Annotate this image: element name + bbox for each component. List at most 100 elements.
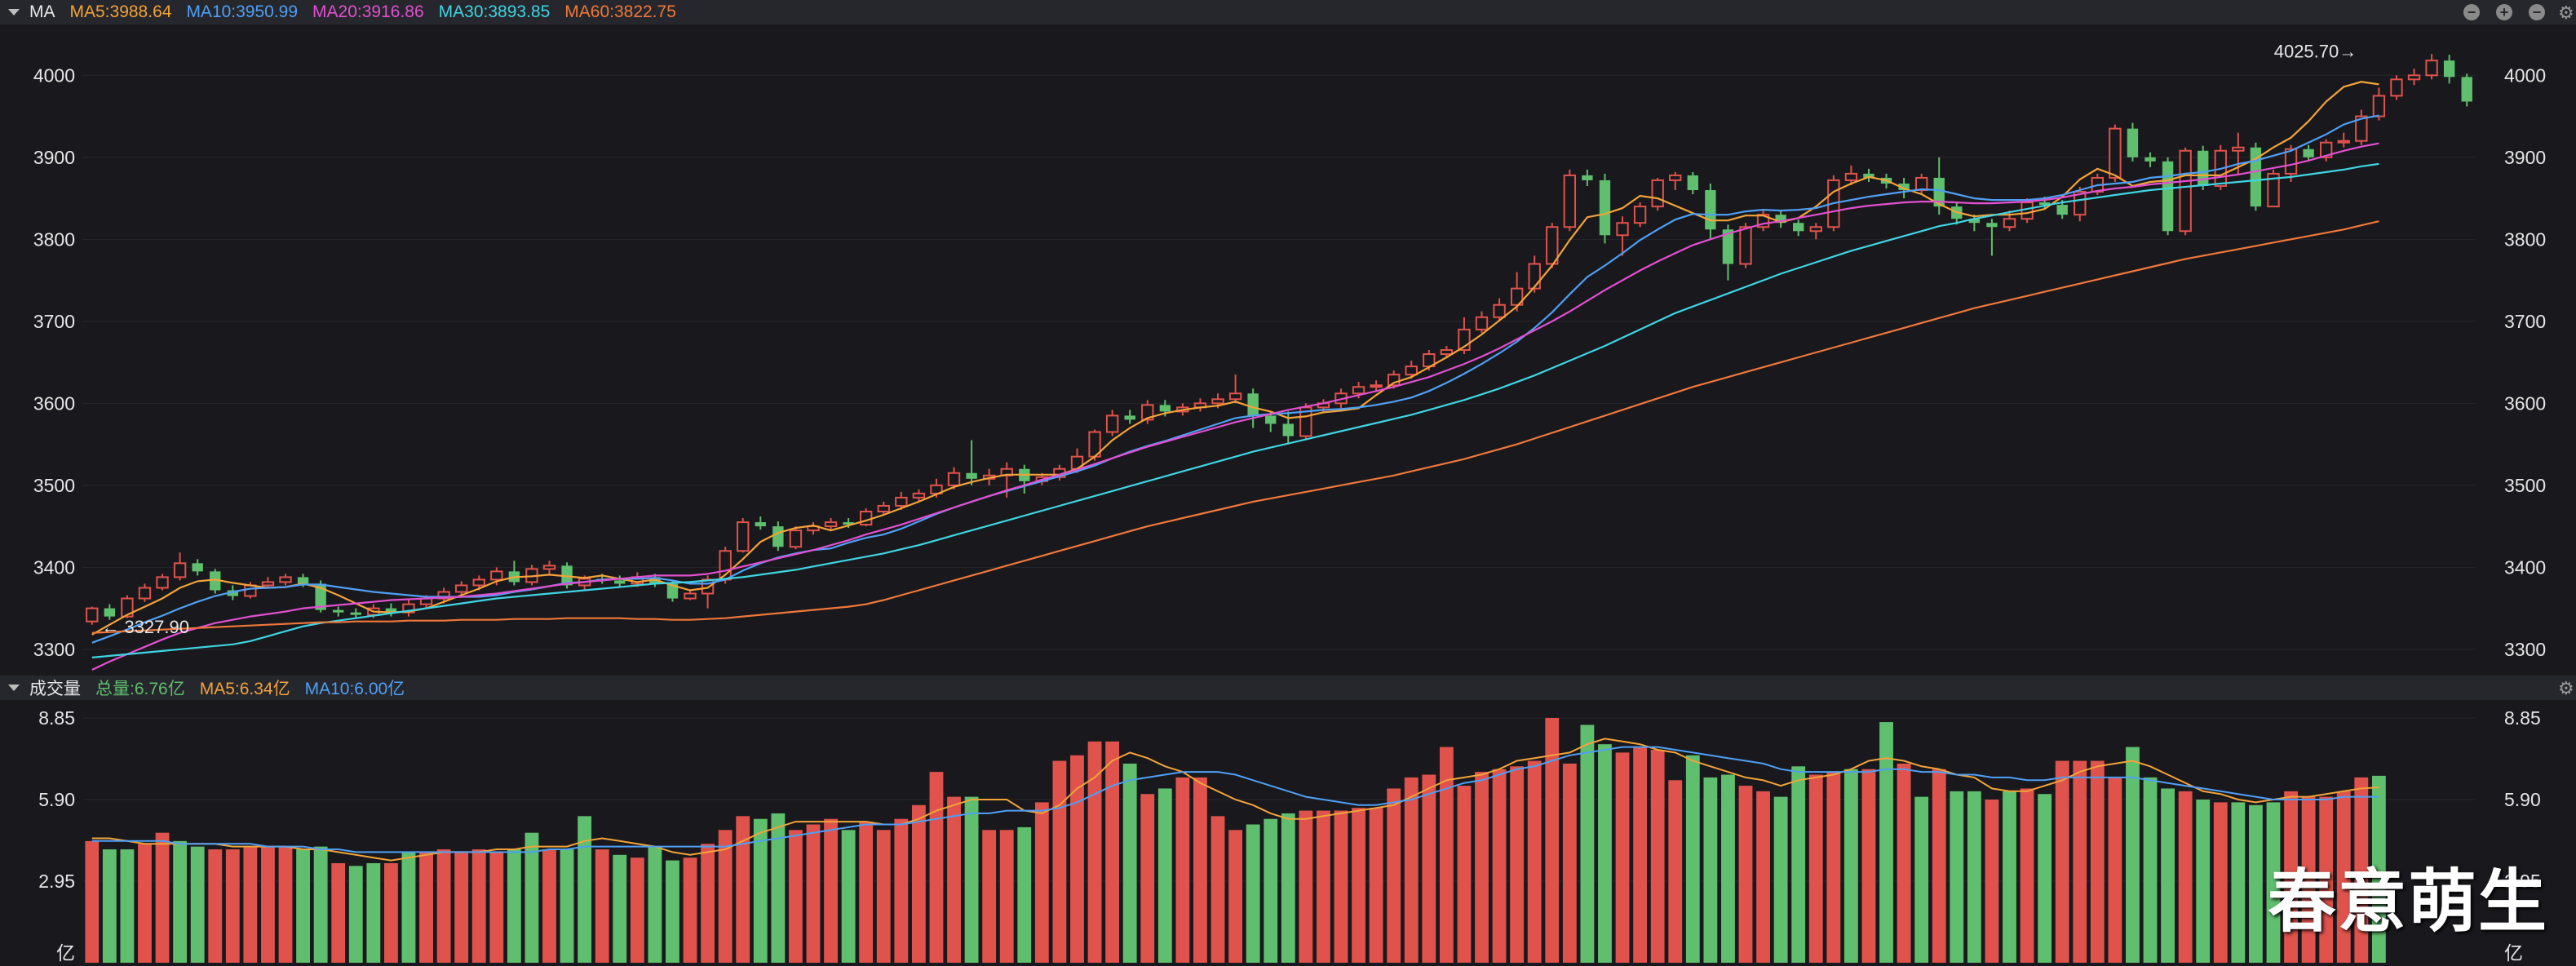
volume-bar	[454, 852, 469, 963]
candle-body-up	[824, 521, 838, 528]
candle-body-down	[350, 612, 361, 615]
candle-body-up	[2179, 149, 2192, 233]
candle-body-up	[2232, 146, 2245, 152]
volume-bar	[1633, 747, 1648, 963]
volume-bar	[2284, 791, 2298, 963]
candle-body-up	[2074, 191, 2087, 216]
volume-bar	[1738, 786, 1753, 963]
candle-body-down	[1933, 177, 1945, 207]
candle-body-up	[1809, 226, 1822, 233]
gear-icon[interactable]: ⚙	[2558, 2, 2574, 23]
volume-bar	[190, 846, 205, 963]
volume-bar	[947, 796, 961, 963]
candle-body-up	[912, 492, 926, 499]
candle-body-down	[2198, 150, 2209, 186]
candle-body-up	[1211, 398, 1224, 405]
candle-body-up	[1105, 414, 1119, 433]
volume-bar	[1914, 796, 1929, 963]
volume-bar	[208, 849, 223, 963]
candle-body-down	[1247, 393, 1259, 416]
volume-bar	[2336, 791, 2351, 963]
price-tick-label-right: 3300	[2504, 639, 2546, 660]
volume-bar	[1475, 772, 1489, 963]
ma-title: MA	[29, 2, 55, 21]
candle-body-down	[2056, 205, 2068, 215]
volume-bar	[1157, 788, 1172, 963]
vol-ma5-readout: MA5:6.34亿	[199, 680, 290, 698]
volume-bar	[542, 849, 556, 963]
volume-collapse-caret-icon[interactable]	[8, 685, 20, 691]
candle-body-up	[279, 576, 292, 583]
volume-bar	[1950, 791, 1964, 963]
volume-bar	[1299, 810, 1313, 963]
candle-body-up	[1352, 386, 1365, 395]
volume-panel-header: 成交量 总量:6.76亿 MA5:6.34亿 MA10:6.00亿	[0, 676, 2576, 700]
volume-unit-right: 亿	[2504, 943, 2523, 964]
remove-icon[interactable]: −	[2529, 4, 2545, 20]
price-tick-label-left: 4000	[33, 64, 75, 86]
volume-bar	[982, 830, 997, 963]
volume-bar	[1879, 722, 1893, 963]
volume-bar	[1985, 800, 1999, 963]
volume-bar	[436, 849, 451, 963]
candle-body-up	[173, 562, 187, 578]
volume-bar	[683, 857, 697, 963]
volume-bar	[841, 830, 856, 963]
volume-bar	[2090, 760, 2105, 963]
add-icon[interactable]: +	[2496, 4, 2512, 20]
volume-bar	[736, 816, 750, 963]
volume-bar	[1052, 760, 1067, 963]
price-line-ma10	[91, 114, 2379, 644]
volume-bar	[1122, 763, 1137, 963]
volume-bar	[278, 846, 293, 963]
price-tick-label-right: 3600	[2504, 392, 2546, 414]
volume-bar	[1791, 766, 1806, 963]
volume-bar	[489, 852, 504, 963]
vol-ma10-readout: MA10:6.00亿	[304, 680, 405, 698]
price-tick-label-left: 3400	[33, 556, 75, 578]
volume-unit-left: 亿	[56, 943, 75, 964]
volume-bar	[630, 857, 644, 963]
volume-bar	[2108, 777, 2122, 963]
volume-gear-icon[interactable]: ⚙	[2558, 678, 2574, 698]
candle-body-down	[2303, 148, 2314, 157]
watermark: 春意萌生	[2268, 862, 2549, 942]
volume-bar	[964, 796, 979, 963]
candle-body-down	[1986, 223, 1998, 228]
candle-body-down	[1124, 415, 1135, 420]
volume-bar	[2003, 791, 2016, 963]
volume-bar	[1580, 724, 1595, 963]
candle-body-down	[1863, 173, 1874, 178]
collapse-caret-icon[interactable]	[8, 9, 20, 16]
price-tick-label-left: 3300	[33, 639, 75, 660]
volume-bar	[1246, 824, 1260, 963]
volume-bar	[560, 849, 574, 963]
volume-bar	[366, 862, 381, 963]
volume-bar	[1703, 777, 1718, 963]
volume-bar	[2371, 775, 2386, 963]
volume-bar	[1527, 760, 1542, 963]
volume-bar	[1281, 813, 1295, 963]
candle-body-down	[2038, 202, 2051, 206]
volume-bar	[155, 832, 170, 963]
candle-body-up	[1546, 226, 1559, 265]
volume-bar	[718, 830, 733, 963]
volume-bar	[331, 862, 346, 963]
minimize-icon[interactable]: −	[2463, 4, 2480, 20]
volume-bar	[401, 852, 416, 963]
candle-body-down	[666, 583, 679, 599]
price-tick-label-left: 3500	[33, 475, 75, 496]
price-line-ma60	[91, 220, 2379, 634]
candle-body-up	[2267, 172, 2280, 208]
candle-body-down	[614, 580, 626, 584]
volume-bar	[225, 849, 240, 963]
volume-bar	[2213, 802, 2228, 963]
volume-bar	[1317, 810, 1330, 963]
volume-bar	[2231, 802, 2246, 963]
volume-bar	[1228, 830, 1242, 963]
candle-body-down	[2162, 161, 2174, 232]
volume-tick-label-right: 8.85	[2504, 707, 2541, 729]
volume-bar	[753, 818, 768, 963]
price-tick-label-right: 3500	[2504, 475, 2546, 496]
volume-bar	[261, 846, 275, 963]
